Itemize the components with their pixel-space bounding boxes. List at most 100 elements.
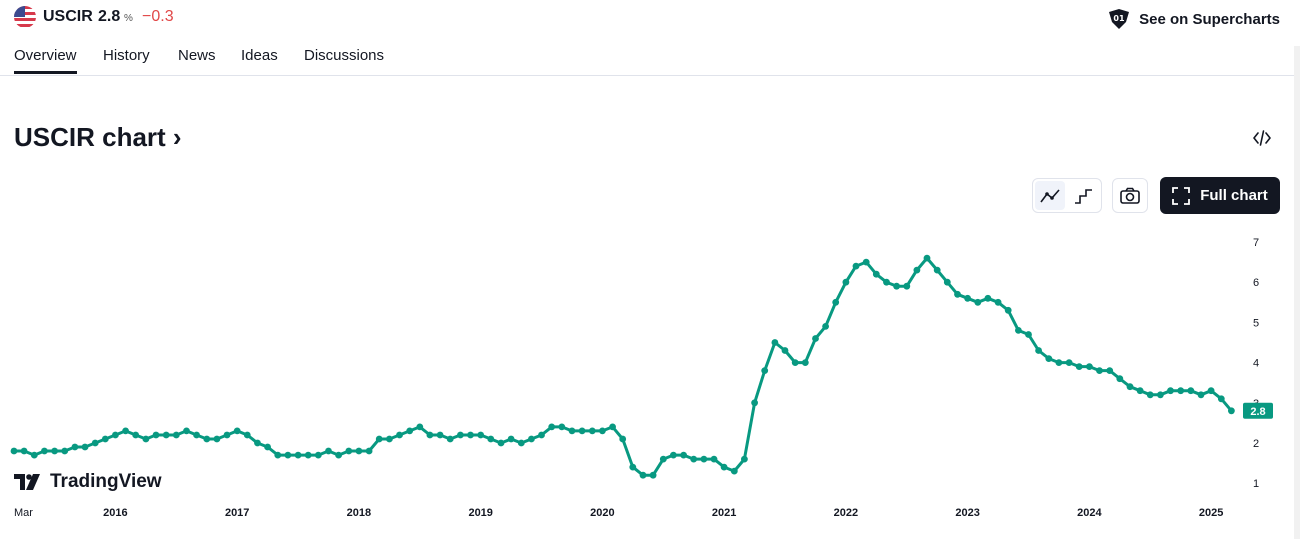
data-point[interactable]	[700, 455, 708, 463]
data-point[interactable]	[741, 455, 748, 463]
data-point[interactable]	[41, 447, 48, 455]
data-point[interactable]	[761, 367, 769, 374]
data-point[interactable]	[355, 447, 363, 455]
data-point[interactable]	[730, 467, 738, 475]
data-point[interactable]	[954, 290, 961, 298]
data-point[interactable]	[254, 439, 261, 447]
data-point[interactable]	[771, 339, 779, 346]
data-point[interactable]	[1177, 387, 1185, 395]
data-point[interactable]	[457, 431, 464, 439]
data-point[interactable]	[781, 347, 789, 354]
data-point[interactable]	[1015, 327, 1022, 334]
data-point[interactable]	[822, 323, 829, 330]
data-point[interactable]	[233, 427, 241, 435]
data-point[interactable]	[416, 423, 424, 431]
data-point[interactable]	[720, 463, 728, 471]
data-point[interactable]	[639, 471, 647, 479]
data-point[interactable]	[923, 254, 931, 262]
data-point[interactable]	[913, 266, 921, 274]
data-point[interactable]	[193, 431, 201, 439]
data-point[interactable]	[1157, 391, 1164, 399]
data-point[interactable]	[365, 447, 373, 455]
step-chart-button[interactable]	[1069, 181, 1099, 210]
data-point[interactable]	[964, 294, 971, 302]
data-point[interactable]	[284, 451, 292, 459]
chart-plot-area[interactable]: 1234567 2.8	[0, 225, 1292, 503]
data-point[interactable]	[1106, 367, 1114, 374]
tab-history[interactable]: History	[103, 47, 150, 64]
data-point[interactable]	[619, 435, 627, 443]
data-point[interactable]	[812, 335, 819, 342]
data-point[interactable]	[436, 431, 444, 439]
data-point[interactable]	[538, 431, 545, 439]
data-point[interactable]	[314, 451, 322, 459]
data-point[interactable]	[375, 435, 383, 443]
data-point[interactable]	[659, 455, 667, 463]
scrollbar[interactable]	[1294, 46, 1300, 539]
data-point[interactable]	[213, 435, 221, 443]
data-point[interactable]	[274, 451, 282, 459]
data-point[interactable]	[406, 427, 414, 435]
data-point[interactable]	[1075, 363, 1083, 370]
data-point[interactable]	[994, 298, 1002, 306]
data-point[interactable]	[649, 471, 657, 479]
data-point[interactable]	[325, 447, 332, 455]
data-point[interactable]	[1065, 359, 1073, 366]
data-point[interactable]	[670, 451, 677, 459]
data-point[interactable]	[690, 455, 698, 463]
data-point[interactable]	[903, 282, 911, 290]
data-point[interactable]	[1228, 407, 1235, 415]
data-point[interactable]	[172, 431, 180, 439]
data-point[interactable]	[497, 439, 505, 447]
data-point[interactable]	[203, 435, 211, 443]
see-on-supercharts-link[interactable]: 01 See on Supercharts	[1107, 8, 1280, 30]
data-point[interactable]	[71, 443, 79, 451]
data-point[interactable]	[832, 298, 840, 306]
data-point[interactable]	[1197, 391, 1205, 399]
data-point[interactable]	[1136, 387, 1144, 395]
data-point[interactable]	[396, 431, 403, 439]
data-point[interactable]	[61, 447, 69, 455]
data-point[interactable]	[1025, 331, 1032, 338]
data-point[interactable]	[10, 447, 18, 455]
tab-news[interactable]: News	[178, 47, 216, 64]
data-point[interactable]	[426, 431, 434, 439]
data-point[interactable]	[386, 435, 393, 443]
data-point[interactable]	[842, 278, 850, 286]
data-point[interactable]	[599, 427, 606, 435]
embed-code-icon[interactable]	[1252, 129, 1272, 147]
data-point[interactable]	[1045, 355, 1053, 362]
data-point[interactable]	[487, 435, 495, 443]
data-point[interactable]	[609, 423, 616, 431]
tab-ideas[interactable]: Ideas	[241, 47, 278, 64]
data-point[interactable]	[528, 435, 535, 443]
chart-section-title[interactable]: USCIR chart ›	[14, 122, 182, 153]
data-point[interactable]	[1096, 367, 1103, 374]
data-point[interactable]	[507, 435, 515, 443]
data-point[interactable]	[568, 427, 576, 435]
data-point[interactable]	[517, 439, 525, 447]
full-chart-button[interactable]: Full chart	[1160, 177, 1280, 214]
data-point[interactable]	[984, 294, 992, 302]
data-point[interactable]	[446, 435, 454, 443]
data-point[interactable]	[101, 435, 109, 443]
data-point[interactable]	[345, 447, 353, 455]
data-point[interactable]	[1187, 387, 1195, 395]
data-point[interactable]	[264, 443, 271, 451]
data-point[interactable]	[477, 431, 485, 439]
data-point[interactable]	[751, 399, 758, 407]
data-point[interactable]	[81, 443, 89, 451]
tab-discussions[interactable]: Discussions	[304, 47, 385, 64]
data-point[interactable]	[1035, 347, 1042, 354]
data-point[interactable]	[304, 451, 312, 459]
data-point[interactable]	[1207, 387, 1215, 395]
data-point[interactable]	[893, 282, 900, 290]
data-point[interactable]	[588, 427, 596, 435]
data-point[interactable]	[1217, 395, 1225, 403]
data-point[interactable]	[1146, 391, 1154, 399]
data-point[interactable]	[933, 266, 941, 274]
data-point[interactable]	[162, 431, 170, 439]
snapshot-button[interactable]	[1112, 178, 1148, 213]
data-point[interactable]	[1126, 383, 1134, 391]
data-point[interactable]	[548, 423, 556, 431]
